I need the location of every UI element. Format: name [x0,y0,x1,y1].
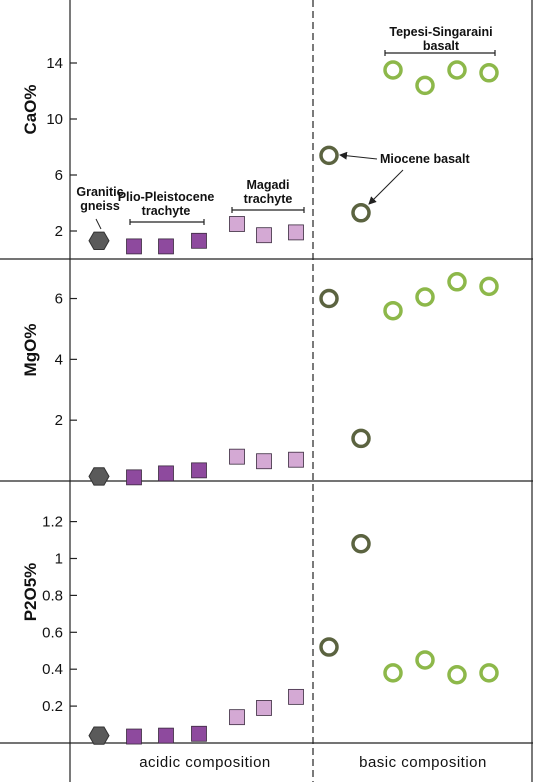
footer-basic-label: basic composition [359,754,487,771]
footer: acidic composition basic composition [139,754,487,771]
y-tick-label: 2 [55,412,63,429]
point-plio-pleistocene-trachyte [191,462,207,479]
annotation-magadi-trachyte: trachyte [244,192,293,206]
point-plio-pleistocene-trachyte [158,465,174,482]
point-plio-pleistocene-trachyte [126,238,142,255]
annotation-miocene-basalt: Miocene basalt [380,152,470,166]
point-tepesi-singaraini-basalt [479,663,499,683]
annotation-tepesi-singaraini: Tepesi-Singaraini [389,25,492,39]
point-magadi-trachyte [256,453,272,470]
point-miocene-basalt [319,288,339,309]
point-tepesi-singaraini-basalt [383,60,403,80]
point-tepesi-singaraini-basalt [447,272,467,292]
plio-bracket [129,219,205,225]
point-miocene-basalt [351,533,371,554]
y-tick-label: 6 [55,291,63,308]
point-tepesi-singaraini-basalt [479,63,499,83]
point-tepesi-singaraini-basalt [415,287,435,307]
y-axis-label: P2O5% [21,563,40,622]
annotation-tepesi-singaraini: basalt [423,39,460,53]
y-tick-label: 0.4 [42,661,63,678]
point-magadi-trachyte [288,224,304,241]
footer-acidic-label: acidic composition [139,754,271,771]
y-tick-label: 4 [55,351,63,368]
point-tepesi-singaraini-basalt [415,75,435,96]
point-miocene-basalt [319,145,339,166]
annotation-granitic-gneiss: Granitic [76,185,123,199]
point-plio-pleistocene-trachyte [158,238,174,255]
y-tick-label: 14 [46,55,63,72]
point-plio-pleistocene-trachyte [191,232,207,249]
point-tepesi-singaraini-basalt [447,60,467,80]
point-magadi-trachyte [229,709,245,726]
y-tick-label: 10 [46,111,63,128]
point-plio-pleistocene-trachyte [158,727,174,744]
annotation-magadi-trachyte: Magadi [246,178,289,192]
point-granitic-gneiss [88,231,110,250]
y-axis-label: MgO% [21,324,40,377]
y-tick-label: 0.8 [42,587,63,604]
point-miocene-basalt [351,428,371,449]
miocene-arrow-2 [368,169,404,205]
point-granitic-gneiss [88,467,110,486]
point-magadi-trachyte [256,700,272,716]
granitic-pointer [95,218,102,230]
point-tepesi-singaraini-basalt [383,300,403,321]
point-miocene-basalt [351,203,371,223]
y-axis-label: CaO% [21,84,40,134]
point-tepesi-singaraini-basalt [479,276,499,297]
point-miocene-basalt [319,637,339,657]
point-plio-pleistocene-trachyte [191,725,207,742]
y-tick-label: 0.2 [42,698,63,715]
point-tepesi-singaraini-basalt [383,663,403,683]
y-tick-label: 6 [55,167,63,184]
annotations: GraniticgneissPlio-PleistocenetrachyteMa… [76,25,496,230]
point-tepesi-singaraini-basalt [415,650,435,670]
tepesi-bracket [384,50,496,56]
point-plio-pleistocene-trachyte [126,469,142,486]
y-tick-label: 0.6 [42,624,63,641]
point-magadi-trachyte [288,688,304,705]
panel-p2o5: P2O5% 0.2 0.4 0.6 0.8 1 1.2 [21,514,499,745]
panels: CaO% 2 6 10 14 MgO% 2 4 6 P2O5% 0.2 0.4 0.6 0.8 1 1.2 [21,55,499,745]
magadi-bracket [231,207,305,213]
miocene-arrow-1 [339,151,378,160]
point-magadi-trachyte [256,227,272,244]
point-magadi-trachyte [288,451,304,468]
point-granitic-gneiss [88,726,110,745]
y-tick-label: 1.2 [42,514,63,531]
y-tick-label: 2 [55,223,63,240]
point-tepesi-singaraini-basalt [447,664,467,685]
panel-mgo: MgO% 2 4 6 [21,272,499,486]
point-plio-pleistocene-trachyte [126,728,142,745]
panel-cao: CaO% 2 6 10 14 [21,55,499,255]
annotation-granitic-gneiss: gneiss [80,199,120,213]
point-magadi-trachyte [229,448,245,465]
point-magadi-trachyte [229,216,245,232]
y-tick-label: 1 [55,550,63,567]
annotation-plio-pleistocene: Plio-Pleistocene [118,190,215,204]
annotation-plio-pleistocene: trachyte [142,204,191,218]
